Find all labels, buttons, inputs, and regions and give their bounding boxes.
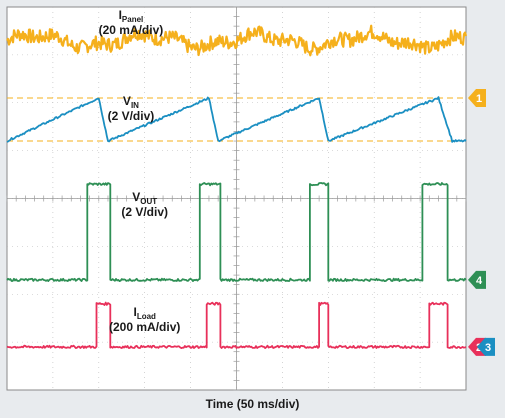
channel-marker-label: 4 (476, 275, 483, 287)
trace-labels: IPanel(20 mA/div)VIN(2 V/div)VOUT(2 V/di… (99, 8, 181, 334)
trace-label-name: VIN (123, 94, 139, 110)
trace-vin (6, 96, 467, 143)
x-axis-label: Time (50 ms/div) (205, 397, 300, 411)
trace-label-main: I (133, 305, 136, 319)
channel-marker (468, 270, 486, 289)
trace-label-scale: (2 V/div) (108, 109, 155, 123)
trace-label-sub: OUT (140, 197, 157, 206)
trace-label-sub: Load (137, 312, 156, 321)
trace-label-scale: (2 V/div) (121, 205, 168, 219)
grid (6, 6, 467, 391)
trace-label-main: V (132, 190, 140, 204)
trace-label-sub: IN (131, 101, 139, 110)
channel-marker (468, 88, 486, 107)
trace-label-name: VOUT (132, 190, 157, 206)
trace-label-name: IPanel (119, 8, 144, 24)
trace-label-scale: (20 mA/div) (99, 23, 164, 37)
channel-marker-label: 3 (485, 342, 491, 354)
trace-label-main: I (119, 8, 122, 22)
reference-lines (7, 97, 466, 142)
channel-marker (477, 337, 495, 356)
trace-label-sub: Panel (122, 15, 143, 24)
trace-ipanel (6, 24, 468, 57)
trace-label-name: ILoad (133, 305, 156, 321)
channel-marker-label: 1 (476, 93, 482, 105)
trace-vout (6, 182, 467, 282)
channel-markers: 1423 (468, 88, 495, 356)
trace-iload (6, 301, 467, 349)
traces (6, 24, 468, 349)
trace-label-main: V (123, 94, 131, 108)
trace-label-scale: (200 mA/div) (109, 320, 180, 334)
